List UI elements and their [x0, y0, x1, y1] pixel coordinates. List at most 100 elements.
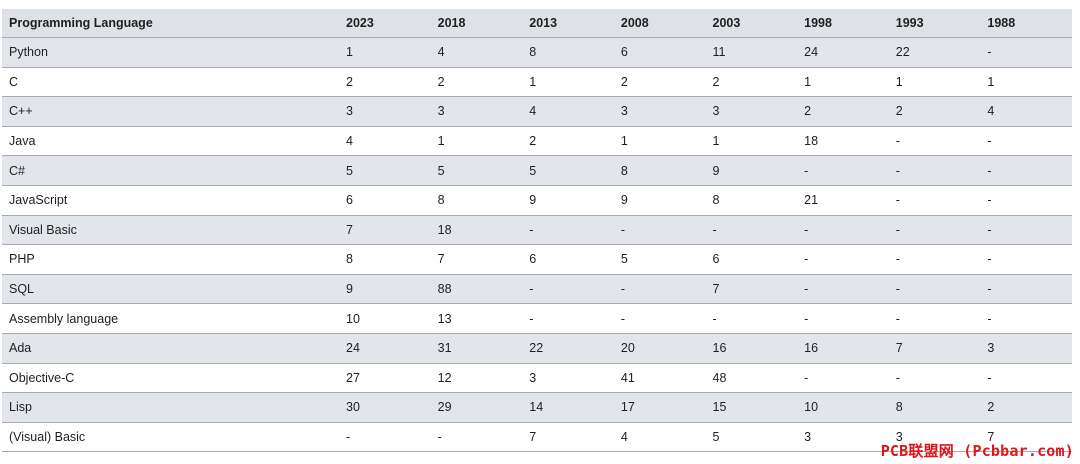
watermark-text: PCB联盟网 (Pcbbar.com)	[880, 442, 1074, 460]
rank-cell: -	[339, 422, 431, 452]
rank-cell: 14	[522, 392, 614, 423]
rank-cell: -	[888, 274, 981, 304]
rank-cell: 8	[888, 392, 981, 423]
table-row: PHP 8 7 6 5 6- - -	[2, 244, 1072, 275]
language-name-cell: Java	[2, 126, 339, 156]
rank-cell: 30	[339, 392, 431, 423]
ranking-table: Programming Language 2023 2018 2013 2008 2003…	[2, 9, 1072, 452]
language-name-cell: C#	[2, 155, 339, 186]
rank-cell: -	[888, 215, 981, 245]
rank-cell: 5	[430, 155, 523, 186]
rank-cell: 2	[980, 392, 1072, 423]
rank-cell: 2	[613, 67, 706, 97]
rank-cell: 24	[797, 37, 889, 68]
rank-cell: -	[980, 363, 1072, 393]
rank-cell: 1	[797, 67, 889, 97]
language-name-cell: C	[2, 67, 339, 97]
rank-cell: 21	[797, 185, 889, 216]
rank-cell: -	[797, 244, 889, 275]
rank-cell: 7	[339, 215, 431, 245]
rank-cell: 3	[705, 96, 798, 127]
table-header-row: Programming Language 2023 2018 2013 2008 2003…	[2, 9, 1072, 38]
rank-cell: -	[522, 303, 614, 334]
rank-cell: -	[980, 244, 1072, 275]
rank-cell: 6	[339, 185, 431, 216]
rank-cell: 10	[797, 392, 889, 423]
rank-cell: 15	[705, 392, 798, 423]
rank-cell: 2	[522, 126, 614, 156]
rank-cell: 1	[705, 126, 798, 156]
column-header-language: Programming Language	[2, 9, 339, 38]
column-header-year: 2013	[522, 9, 614, 38]
table-row: Visual Basic 7 18- - - - - -	[2, 215, 1072, 245]
rank-cell: 1	[980, 67, 1072, 97]
table-row: SQL 9 88- -7- - -	[2, 274, 1072, 304]
rank-cell: 3	[522, 363, 614, 393]
column-header-year: 1988	[980, 9, 1072, 38]
rank-cell: 16	[705, 333, 798, 364]
rank-cell: 9	[522, 185, 614, 216]
rank-cell: 3	[797, 422, 889, 452]
rank-cell: 8	[705, 185, 798, 216]
rank-cell: 18	[797, 126, 889, 156]
rank-cell: -	[888, 155, 981, 186]
rank-cell: 6	[705, 244, 798, 275]
rank-cell: 31	[430, 333, 523, 364]
rank-cell: 8	[430, 185, 523, 216]
rank-cell: 17	[613, 392, 706, 423]
rank-cell: 4	[522, 96, 614, 127]
table-row: C# 5 5 5 8 9- - -	[2, 155, 1072, 186]
rank-cell: -	[980, 215, 1072, 245]
rank-cell: 6	[613, 37, 706, 68]
rank-cell: 20	[613, 333, 706, 364]
rank-cell: 4	[980, 96, 1072, 127]
column-header-year: 2008	[613, 9, 706, 38]
rank-cell: -	[797, 363, 889, 393]
rank-cell: 7	[522, 422, 614, 452]
language-name-cell: Ada	[2, 333, 339, 364]
rank-cell: 9	[705, 155, 798, 186]
rank-cell: 9	[613, 185, 706, 216]
rank-cell: -	[888, 244, 981, 275]
rank-cell: 2	[797, 96, 889, 127]
rank-cell: -	[888, 363, 981, 393]
column-header-year: 1998	[797, 9, 889, 38]
rank-cell: 11	[705, 37, 798, 68]
table-row: JavaScript 6 8 9 9 8 21- -	[2, 185, 1072, 216]
language-name-cell: Python	[2, 37, 339, 68]
rank-cell: 1	[522, 67, 614, 97]
rank-cell: 8	[522, 37, 614, 68]
rank-cell: -	[980, 185, 1072, 216]
rank-cell: -	[888, 126, 981, 156]
rank-cell: 3	[430, 96, 523, 127]
column-header-year: 1993	[888, 9, 981, 38]
rank-cell: -	[705, 215, 798, 245]
rank-cell: 6	[522, 244, 614, 275]
rank-cell: 7	[980, 422, 1072, 452]
language-name-cell: SQL	[2, 274, 339, 304]
rank-cell: -	[797, 303, 889, 334]
rank-cell: 7	[888, 333, 981, 364]
rank-cell: -	[980, 37, 1072, 68]
rank-cell: 29	[430, 392, 523, 423]
language-name-cell: Visual Basic	[2, 215, 339, 245]
rank-cell: 3	[888, 422, 981, 452]
rank-cell: -	[705, 303, 798, 334]
rank-cell: 2	[888, 96, 981, 127]
column-header-year: 2003	[705, 9, 798, 38]
language-name-cell: C++	[2, 96, 339, 127]
language-name-cell: JavaScript	[2, 185, 339, 216]
rank-cell: 2	[705, 67, 798, 97]
rank-cell: 4	[339, 126, 431, 156]
rank-cell: -	[797, 274, 889, 304]
rank-cell: 5	[522, 155, 614, 186]
language-name-cell: Objective-C	[2, 363, 339, 393]
rank-cell: 5	[339, 155, 431, 186]
rank-cell: -	[980, 126, 1072, 156]
rank-cell: -	[980, 274, 1072, 304]
table-row: Objective-C 27 12 3 41 48- - -	[2, 363, 1072, 393]
rank-cell: 2	[339, 67, 431, 97]
rank-cell: -	[522, 215, 614, 245]
rank-cell: 1	[888, 67, 981, 97]
